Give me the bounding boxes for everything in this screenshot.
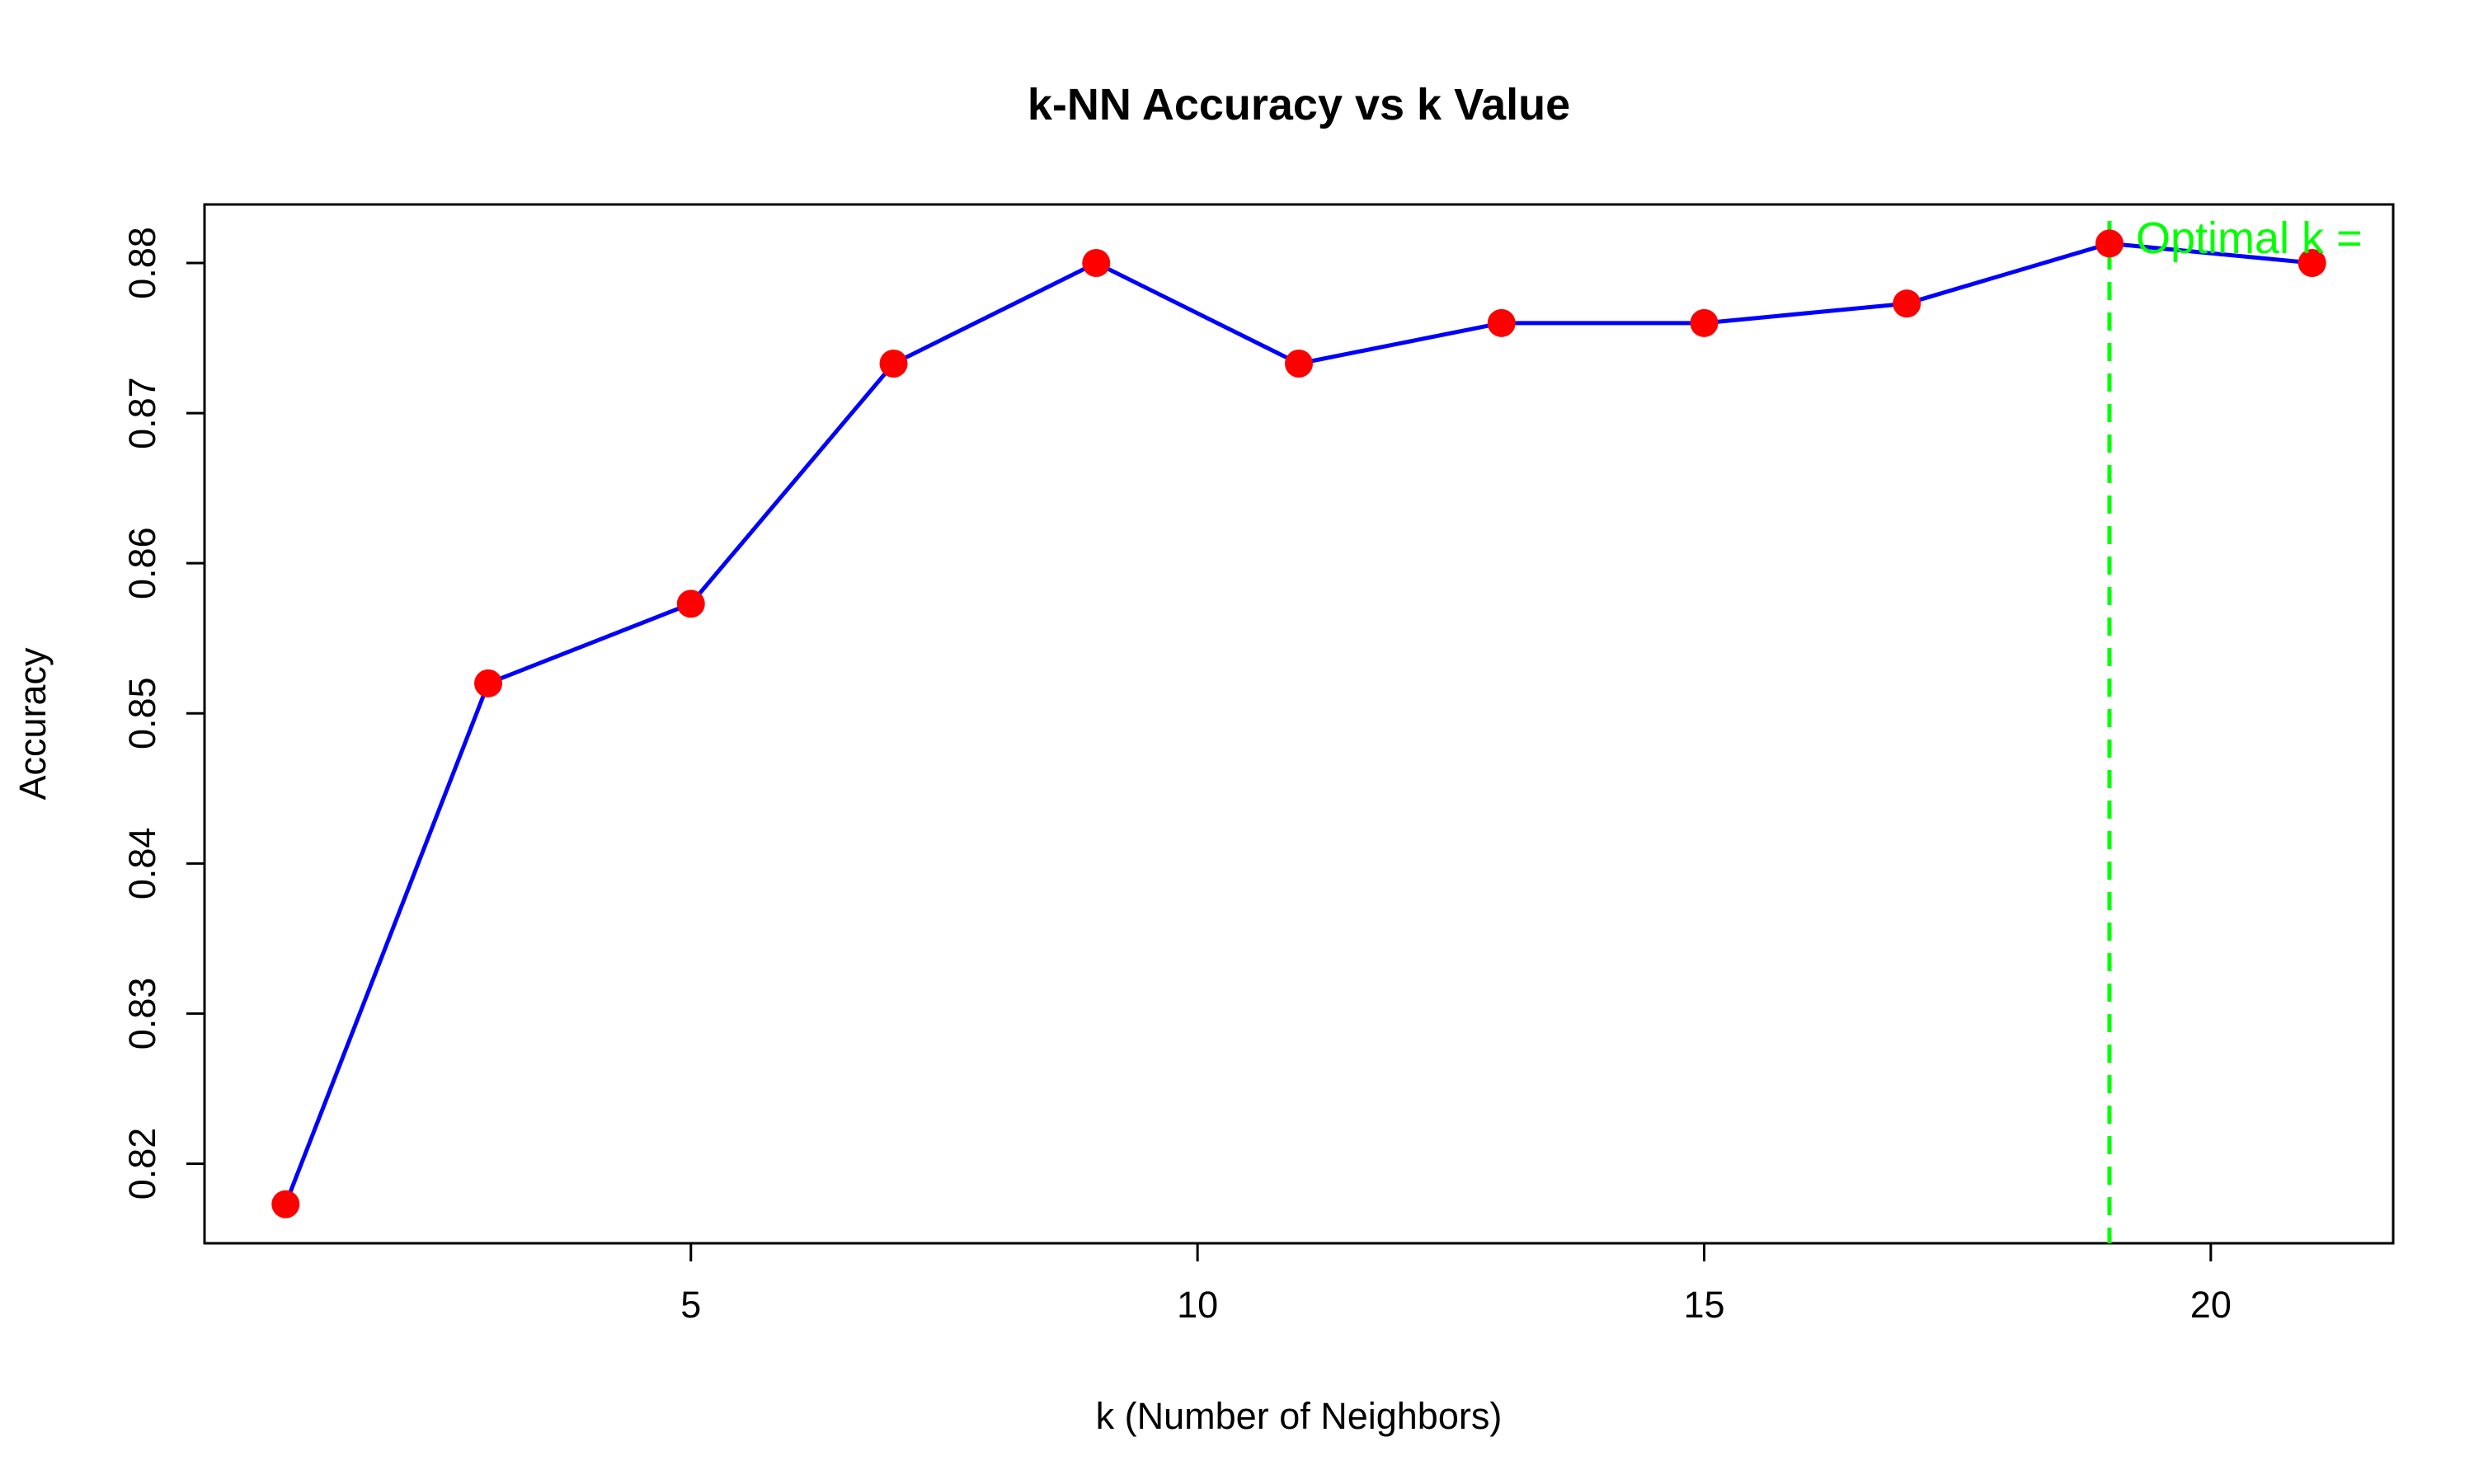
accuracy-line (283, 241, 2312, 1205)
data-point (676, 589, 705, 618)
data-point (2298, 249, 2326, 278)
accuracy-series (271, 229, 2326, 1219)
data-point (1082, 249, 1111, 278)
y-tick-label: 0.86 (121, 527, 163, 599)
y-axis-label: Accuracy (12, 647, 54, 801)
chart-title: k-NN Accuracy vs k Value (1028, 80, 1570, 129)
data-point (474, 669, 503, 697)
y-tick-label: 0.82 (121, 1128, 163, 1200)
x-tick-label: 5 (680, 1284, 701, 1326)
data-point (1285, 350, 1313, 378)
data-point (271, 1190, 300, 1219)
x-tick-label: 15 (1683, 1284, 1724, 1326)
data-point (1690, 308, 1719, 337)
optimal-k-annotation: Optimal k = (2136, 214, 2363, 263)
data-point (1487, 308, 1516, 337)
x-axis: 5 10 15 20 (680, 1242, 2232, 1326)
y-tick-label: 0.83 (121, 978, 163, 1050)
y-tick-label: 0.88 (121, 227, 163, 299)
data-point (2095, 229, 2124, 258)
data-point (879, 350, 908, 378)
x-tick-label: 20 (2190, 1284, 2232, 1326)
x-tick-label: 10 (1177, 1284, 1218, 1326)
y-tick-label: 0.87 (121, 377, 163, 449)
data-point (1893, 289, 1921, 318)
y-tick-label: 0.85 (121, 677, 163, 749)
y-tick-label: 0.84 (121, 828, 163, 900)
x-axis-label: k (Number of Neighbors) (1096, 1395, 1503, 1437)
y-axis: 0.82 0.83 0.84 0.85 0.86 0.87 0.88 (121, 227, 206, 1200)
